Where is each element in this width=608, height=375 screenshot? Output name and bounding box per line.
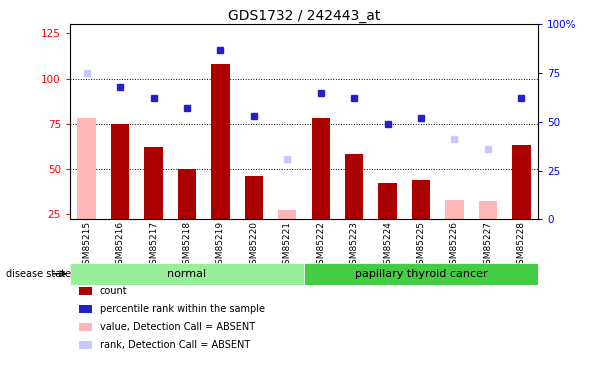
Bar xyxy=(478,201,497,219)
Bar xyxy=(512,146,531,219)
Text: papillary thyroid cancer: papillary thyroid cancer xyxy=(354,269,488,279)
Bar xyxy=(304,262,538,285)
Text: normal: normal xyxy=(167,269,207,279)
Text: value, Detection Call = ABSENT: value, Detection Call = ABSENT xyxy=(100,322,255,332)
Bar xyxy=(445,200,464,219)
Bar xyxy=(111,124,130,219)
Title: GDS1732 / 242443_at: GDS1732 / 242443_at xyxy=(228,9,380,23)
Bar xyxy=(278,210,297,219)
Bar xyxy=(378,183,397,219)
Bar xyxy=(77,118,96,219)
Bar xyxy=(311,118,330,219)
Bar xyxy=(178,169,196,219)
Text: disease state: disease state xyxy=(6,269,71,279)
Bar xyxy=(412,180,430,219)
Text: rank, Detection Call = ABSENT: rank, Detection Call = ABSENT xyxy=(100,340,250,350)
Bar xyxy=(144,147,163,219)
Bar xyxy=(244,176,263,219)
Bar xyxy=(70,262,304,285)
Text: percentile rank within the sample: percentile rank within the sample xyxy=(100,304,264,313)
Text: count: count xyxy=(100,286,127,296)
Bar xyxy=(211,64,230,219)
Bar xyxy=(345,154,364,219)
